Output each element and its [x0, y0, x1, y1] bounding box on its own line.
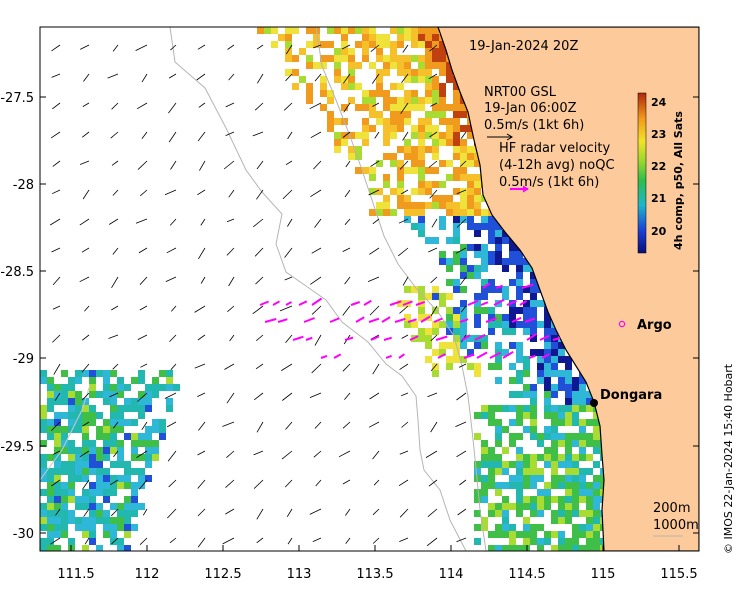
isobath-200m [315, 27, 487, 551]
gsl-velocity-arrows [49, 44, 467, 548]
gsl-legend-line1: NRT00 GSL [484, 85, 557, 100]
credit-label: © IMOS 22-Jan-2024 15:40 Hobart [722, 363, 735, 554]
x-tick-label: 115.5 [660, 567, 697, 582]
timestamp-label: 19-Jan-2024 20Z [469, 39, 578, 54]
y-tick-label: -29 [13, 352, 34, 367]
x-tick-label: 111.5 [57, 567, 94, 582]
hf-legend-line1: HF radar velocity [499, 141, 611, 156]
isobath-200m-label: 200m [653, 501, 690, 516]
gsl-legend-arrowhead [506, 133, 513, 141]
colorbar-tick-label: 23 [651, 128, 666, 141]
y-tick-label: -27.5 [0, 91, 34, 106]
hf-legend-line3: 0.5m/s (1kt 6h) [499, 175, 599, 190]
dongara-marker [590, 399, 598, 407]
x-tick-label: 113.5 [356, 567, 393, 582]
dongara-label: Dongara [600, 388, 662, 403]
sst-layer [40, 27, 607, 551]
y-tick-label: -29.5 [0, 440, 34, 455]
argo-label: Argo [637, 318, 672, 333]
isobath-1000m [169, 27, 467, 551]
hf-radar-arrows [259, 282, 561, 359]
x-tick-label: 112.5 [204, 567, 241, 582]
colorbar-tick-label: 20 [651, 225, 667, 238]
colorbar-gradient [637, 92, 647, 254]
x-tick-label: 115 [591, 567, 616, 582]
x-tick-label: 112 [135, 567, 160, 582]
plot-frame [39, 26, 700, 552]
y-tick-label: -28 [13, 178, 34, 193]
island-contour [40, 384, 91, 481]
y-tick-label: -28.5 [0, 265, 34, 280]
colorbar-tick-label: 22 [651, 160, 666, 173]
hf-legend-line2: (4-12h avg) noQC [499, 158, 615, 173]
x-tick-label: 114.5 [508, 567, 545, 582]
colorbar-label: 4h comp, p50, All Sats [672, 111, 685, 250]
x-tick-label: 114 [439, 567, 464, 582]
colorbar-tick-label: 24 [651, 96, 667, 109]
land-mass [437, 27, 699, 551]
argo-marker [618, 320, 626, 328]
hf-legend-arrowhead [522, 185, 529, 193]
isobath-1000m-label: 1000m [653, 518, 699, 533]
gsl-legend-line2: 19-Jan 06:00Z [484, 101, 577, 116]
colorbar: 20 21 22 23 24 4h comp, p50, All Sats [637, 92, 685, 254]
hf-legend: HF radar velocity (4-12h avg) noQC 0.5m/… [499, 141, 615, 193]
x-tick-label: 113 [287, 567, 312, 582]
colorbar-tick-label: 21 [651, 192, 666, 205]
x-axis: 111.5 112 112.5 113 113.5 114 114.5 115 … [57, 545, 698, 582]
y-axis: -27.5 -28 -28.5 -29 -29.5 -30 [0, 91, 699, 542]
gsl-legend-line3: 0.5m/s (1kt 6h) [484, 118, 584, 133]
y-tick-label: -30 [13, 527, 34, 542]
gsl-legend: NRT00 GSL 19-Jan 06:00Z 0.5m/s (1kt 6h) [484, 85, 584, 141]
